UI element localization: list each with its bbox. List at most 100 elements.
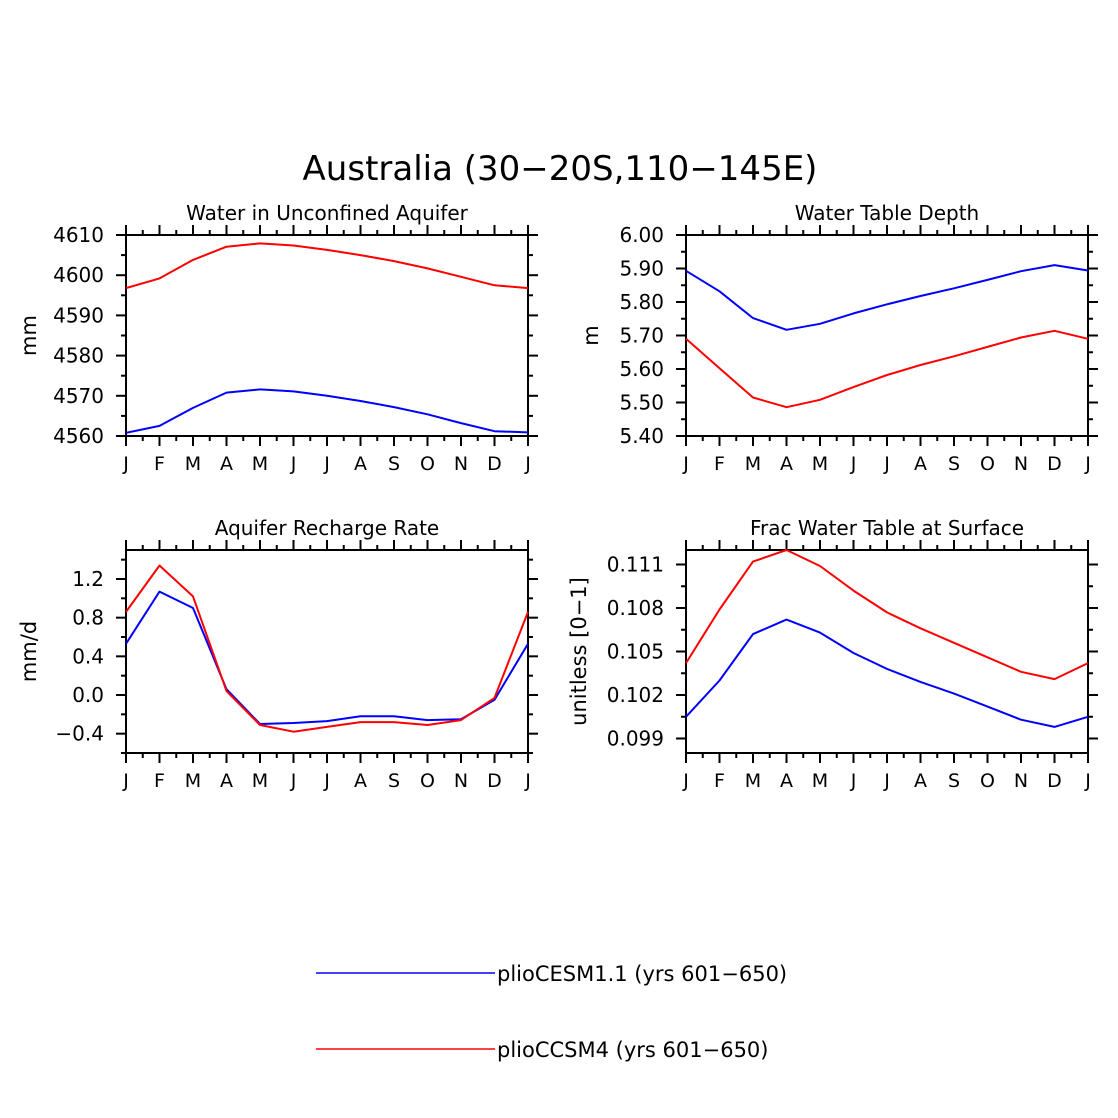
figure-title: Australia (30−20S,110−145E) [303,149,818,189]
panel-title: Water Table Depth [795,201,979,225]
y-tick-label: 4610 [53,223,104,247]
y-tick-label: −0.4 [55,722,104,746]
x-tick-label: S [948,770,960,792]
x-tick-label: S [388,453,400,475]
x-tick-label: D [487,453,502,475]
series-line-blue [685,264,1089,331]
series-line-red [125,564,529,733]
x-tick-label: J [122,453,129,475]
x-tick-label: M [185,453,201,475]
x-tick-label: J [883,453,890,475]
x-tick-label: J [682,770,689,792]
x-tick-label: M [252,453,268,475]
x-tick-label: J [290,770,297,792]
x-tick-label: J [524,453,531,475]
x-tick-label: D [487,770,502,792]
x-tick-label: A [914,770,927,792]
y-tick-label: 5.80 [619,290,664,314]
y-tick-label: 0.099 [607,727,664,751]
x-tick-label: N [454,453,468,475]
legend-label-red: plioCCSM4 (yrs 601−650) [497,1038,768,1062]
x-tick-label: F [154,453,165,475]
x-tick-label: J [883,770,890,792]
x-tick-label: N [1014,453,1028,475]
y-tick-label: 0.111 [607,553,664,577]
legend: plioCESM1.1 (yrs 601−650) plioCCSM4 (yrs… [316,962,787,1062]
x-tick-label: A [780,453,793,475]
y-tick-label: 5.70 [619,324,664,348]
x-tick-label: J [850,453,857,475]
y-tick-label: 4600 [53,263,104,287]
y-tick-label: 0.8 [72,606,104,630]
x-tick-label: J [323,770,330,792]
y-tick-label: 0.0 [72,683,104,707]
y-tick-label: 4580 [53,344,104,368]
y-axis-label: m [579,325,603,345]
plot-frame [125,234,529,437]
y-tick-label: 5.90 [619,257,664,281]
x-tick-label: O [420,770,435,792]
x-tick-label: A [354,453,367,475]
y-tick-label: 4560 [53,424,104,448]
x-tick-label: O [420,453,435,475]
x-tick-label: M [812,453,828,475]
y-tick-label: 0.108 [607,596,664,620]
y-tick-label: 0.105 [607,640,664,664]
x-tick-label: A [780,770,793,792]
x-tick-label: J [682,453,689,475]
x-tick-label: M [252,770,268,792]
x-tick-label: N [454,770,468,792]
y-tick-label: 0.4 [72,644,104,668]
y-tick-label: 6.00 [619,223,664,247]
x-tick-label: J [122,770,129,792]
x-tick-label: A [354,770,367,792]
x-tick-label: J [1084,770,1091,792]
y-axis-label: mm [17,315,41,356]
x-tick-label: J [524,770,531,792]
series-line-red [685,549,1089,681]
x-tick-label: S [388,770,400,792]
x-tick-label: A [220,770,233,792]
plot-frame [125,549,529,754]
y-tick-label: 4590 [53,303,104,327]
y-tick-label: 4570 [53,384,104,408]
x-tick-label: D [1047,770,1062,792]
x-tick-label: O [980,770,995,792]
x-tick-label: M [185,770,201,792]
x-tick-label: F [154,770,165,792]
y-axis-label: unitless [0−1] [567,577,591,726]
x-tick-label: N [1014,770,1028,792]
x-tick-label: J [1084,453,1091,475]
x-tick-label: M [745,453,761,475]
series-line-red [685,329,1089,409]
x-tick-label: F [714,770,725,792]
x-tick-label: M [745,770,761,792]
series-line-blue [685,618,1089,728]
y-tick-label: 0.102 [607,683,664,707]
x-tick-label: A [220,453,233,475]
series-line-red [125,242,529,290]
legend-label-blue: plioCESM1.1 (yrs 601−650) [497,962,787,986]
y-tick-label: 5.50 [619,391,664,415]
x-tick-label: F [714,453,725,475]
x-tick-label: J [323,453,330,475]
x-tick-label: M [812,770,828,792]
panel-title: Water in Unconfined Aquifer [186,201,469,225]
x-tick-label: S [948,453,960,475]
x-tick-label: D [1047,453,1062,475]
y-axis-label: mm/d [17,621,41,682]
x-tick-label: J [850,770,857,792]
panel-4: Frac Water Table at Surface unitless [0−1… [567,516,1098,792]
x-tick-label: A [914,453,927,475]
plot-frame [685,549,1089,754]
panel-title: Frac Water Table at Surface [750,516,1024,540]
series-line-blue [125,388,529,434]
y-tick-label: 5.60 [619,357,664,381]
x-tick-label: O [980,453,995,475]
y-tick-label: 1.2 [72,567,104,591]
